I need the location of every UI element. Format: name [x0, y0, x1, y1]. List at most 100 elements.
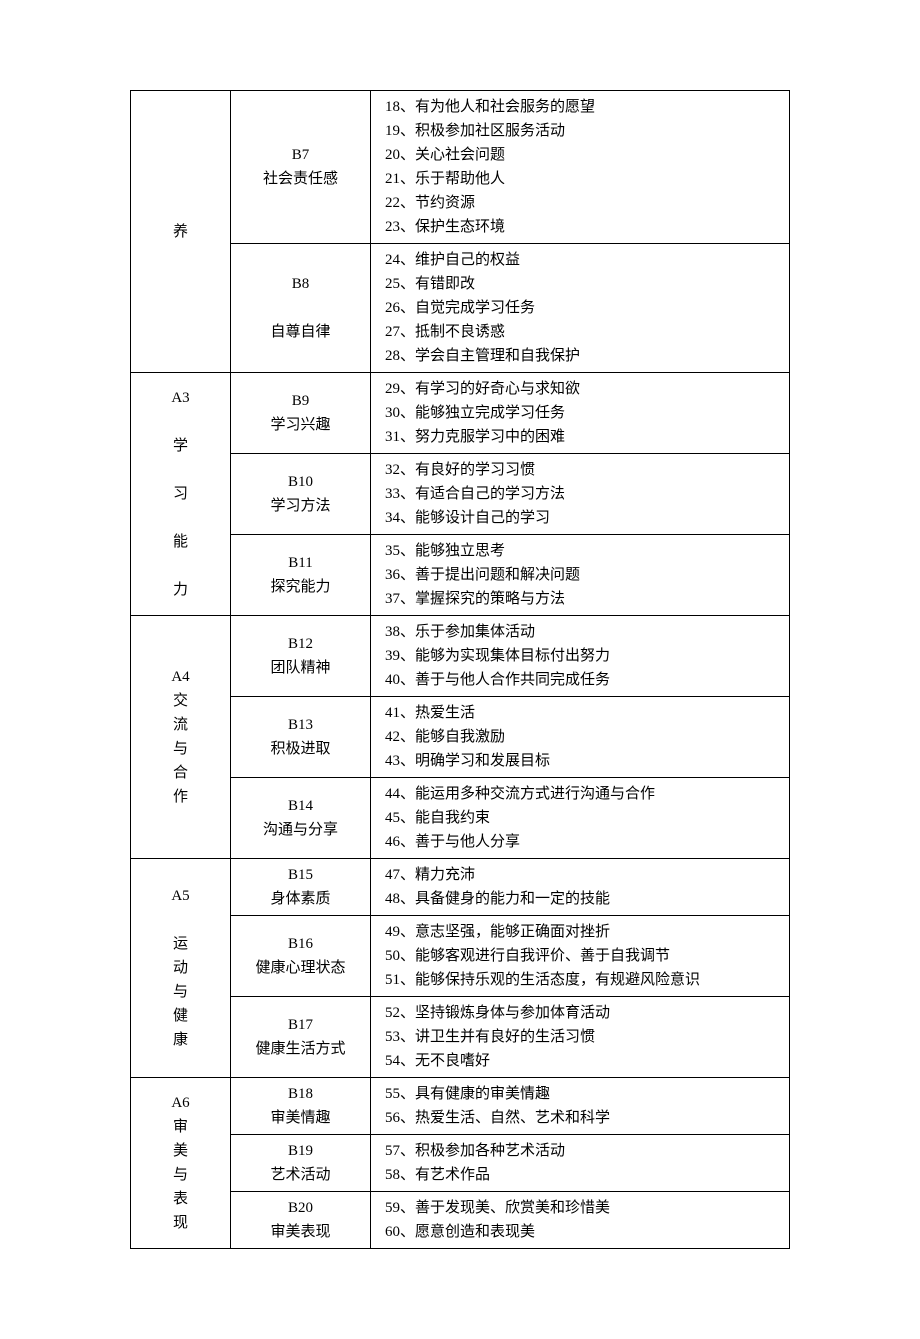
table-c-item: 29、有学习的好奇心与求知欲	[385, 377, 781, 401]
table-c-item: 30、能够独立完成学习任务	[385, 401, 781, 425]
col-c-list: 18、有为他人和社会服务的愿望19、积极参加社区服务活动20、关心社会问题21、…	[385, 95, 781, 239]
col-a-cell: A6审美与表现	[131, 1078, 231, 1249]
table-c-item: 21、乐于帮助他人	[385, 167, 781, 191]
col-c-cell: 55、具有健康的审美情趣56、热爱生活、自然、艺术和科学	[371, 1078, 790, 1135]
col-a-cell: A3 学 习 能 力	[131, 373, 231, 616]
table-c-item: 56、热爱生活、自然、艺术和科学	[385, 1106, 781, 1130]
table-c-item: 60、愿意创造和表现美	[385, 1220, 781, 1244]
col-b-cell: B9学习兴趣	[231, 373, 371, 454]
table-c-item: 46、善于与他人分享	[385, 830, 781, 854]
col-c-cell: 35、能够独立思考36、善于提出问题和解决问题37、掌握探究的策略与方法	[371, 535, 790, 616]
col-c-cell: 41、热爱生活42、能够自我激励43、明确学习和发展目标	[371, 697, 790, 778]
table-c-item: 22、节约资源	[385, 191, 781, 215]
table-c-item: 35、能够独立思考	[385, 539, 781, 563]
col-c-cell: 32、有良好的学习习惯33、有适合自己的学习方法34、能够设计自己的学习	[371, 454, 790, 535]
table-c-item: 20、关心社会问题	[385, 143, 781, 167]
col-c-list: 32、有良好的学习习惯33、有适合自己的学习方法34、能够设计自己的学习	[385, 458, 781, 530]
table-c-item: 19、积极参加社区服务活动	[385, 119, 781, 143]
col-b-label: B17健康生活方式	[239, 1013, 362, 1061]
table-c-item: 51、能够保持乐观的生活态度，有规避风险意识	[385, 968, 781, 992]
col-b-label: B7社会责任感	[239, 143, 362, 191]
col-c-cell: 44、能运用多种交流方式进行沟通与合作45、能自我约束46、善于与他人分享	[371, 778, 790, 859]
table-c-item: 44、能运用多种交流方式进行沟通与合作	[385, 782, 781, 806]
col-c-list: 49、意志坚强，能够正确面对挫折50、能够客观进行自我评价、善于自我调节51、能…	[385, 920, 781, 992]
col-b-cell: B13积极进取	[231, 697, 371, 778]
col-b-label: B13积极进取	[239, 713, 362, 761]
col-c-list: 52、坚持锻炼身体与参加体育活动53、讲卫生并有良好的生活习惯54、无不良嗜好	[385, 1001, 781, 1073]
col-b-cell: B12团队精神	[231, 616, 371, 697]
table-c-item: 36、善于提出问题和解决问题	[385, 563, 781, 587]
table-c-item: 38、乐于参加集体活动	[385, 620, 781, 644]
col-b-cell: B10学习方法	[231, 454, 371, 535]
col-b-cell: B8 自尊自律	[231, 244, 371, 373]
table-c-item: 50、能够客观进行自我评价、善于自我调节	[385, 944, 781, 968]
col-b-cell: B17健康生活方式	[231, 997, 371, 1078]
table-c-item: 55、具有健康的审美情趣	[385, 1082, 781, 1106]
table-body: 养B7社会责任感 18、有为他人和社会服务的愿望19、积极参加社区服务活动20、关…	[131, 91, 790, 1249]
table-row: 养B7社会责任感18、有为他人和社会服务的愿望19、积极参加社区服务活动20、关…	[131, 91, 790, 244]
col-c-list: 47、精力充沛48、具备健身的能力和一定的技能	[385, 863, 781, 911]
col-b-cell: B15身体素质	[231, 859, 371, 916]
table-c-item: 52、坚持锻炼身体与参加体育活动	[385, 1001, 781, 1025]
col-c-cell: 29、有学习的好奇心与求知欲30、能够独立完成学习任务31、努力克服学习中的困难	[371, 373, 790, 454]
table-c-item: 27、抵制不良诱惑	[385, 320, 781, 344]
table-c-item: 25、有错即改	[385, 272, 781, 296]
col-b-label: B19艺术活动	[239, 1139, 362, 1187]
col-b-label: B15身体素质	[239, 863, 362, 911]
table-c-item: 58、有艺术作品	[385, 1163, 781, 1187]
table-c-item: 42、能够自我激励	[385, 725, 781, 749]
col-c-cell: 59、善于发现美、欣赏美和珍惜美60、愿意创造和表现美	[371, 1192, 790, 1249]
table-c-item: 28、学会自主管理和自我保护	[385, 344, 781, 368]
table-c-item: 40、善于与他人合作共同完成任务	[385, 668, 781, 692]
table-c-item: 39、能够为实现集体目标付出努力	[385, 644, 781, 668]
col-b-cell: B19艺术活动	[231, 1135, 371, 1192]
col-a-cell: 养	[131, 91, 231, 373]
col-c-list: 44、能运用多种交流方式进行沟通与合作45、能自我约束46、善于与他人分享	[385, 782, 781, 854]
table-c-item: 24、维护自己的权益	[385, 248, 781, 272]
col-c-cell: 57、积极参加各种艺术活动58、有艺术作品	[371, 1135, 790, 1192]
col-a-label: A6审美与表现	[139, 1091, 222, 1235]
col-b-cell: B14沟通与分享	[231, 778, 371, 859]
table-row: A5 运动与健康B15身体素质47、精力充沛48、具备健身的能力和一定的技能	[131, 859, 790, 916]
evaluation-table: 养B7社会责任感 18、有为他人和社会服务的愿望19、积极参加社区服务活动20、关…	[130, 90, 790, 1249]
col-b-label: B10学习方法	[239, 470, 362, 518]
col-b-cell: B7社会责任感	[231, 91, 371, 244]
table-c-item: 34、能够设计自己的学习	[385, 506, 781, 530]
col-c-cell: 49、意志坚强，能够正确面对挫折50、能够客观进行自我评价、善于自我调节51、能…	[371, 916, 790, 997]
col-c-cell: 38、乐于参加集体活动39、能够为实现集体目标付出努力40、善于与他人合作共同完…	[371, 616, 790, 697]
col-b-label: B11探究能力	[239, 551, 362, 599]
table-c-item: 54、无不良嗜好	[385, 1049, 781, 1073]
col-c-list: 24、维护自己的权益25、有错即改26、自觉完成学习任务27、抵制不良诱惑28、…	[385, 248, 781, 368]
col-b-cell: B11探究能力	[231, 535, 371, 616]
table-c-item: 57、积极参加各种艺术活动	[385, 1139, 781, 1163]
col-c-cell: 52、坚持锻炼身体与参加体育活动53、讲卫生并有良好的生活习惯54、无不良嗜好	[371, 997, 790, 1078]
col-a-cell: A4交流与合作	[131, 616, 231, 859]
col-b-cell: B16健康心理状态	[231, 916, 371, 997]
col-c-list: 29、有学习的好奇心与求知欲30、能够独立完成学习任务31、努力克服学习中的困难	[385, 377, 781, 449]
table-c-item: 23、保护生态环境	[385, 215, 781, 239]
table-c-item: 33、有适合自己的学习方法	[385, 482, 781, 506]
col-a-cell: A5 运动与健康	[131, 859, 231, 1078]
col-b-label: B14沟通与分享	[239, 794, 362, 842]
col-c-list: 57、积极参加各种艺术活动58、有艺术作品	[385, 1139, 781, 1187]
col-c-cell: 18、有为他人和社会服务的愿望19、积极参加社区服务活动20、关心社会问题21、…	[371, 91, 790, 244]
table-c-item: 37、掌握探究的策略与方法	[385, 587, 781, 611]
col-b-label: B18审美情趣	[239, 1082, 362, 1130]
col-c-list: 55、具有健康的审美情趣56、热爱生活、自然、艺术和科学	[385, 1082, 781, 1130]
table-row: A4交流与合作B12团队精神38、乐于参加集体活动39、能够为实现集体目标付出努…	[131, 616, 790, 697]
col-c-list: 59、善于发现美、欣赏美和珍惜美60、愿意创造和表现美	[385, 1196, 781, 1244]
table-c-item: 49、意志坚强，能够正确面对挫折	[385, 920, 781, 944]
table-row: A3 学 习 能 力B9学习兴趣29、有学习的好奇心与求知欲30、能够独立完成学…	[131, 373, 790, 454]
table-c-item: 31、努力克服学习中的困难	[385, 425, 781, 449]
table-c-item: 26、自觉完成学习任务	[385, 296, 781, 320]
col-c-list: 35、能够独立思考36、善于提出问题和解决问题37、掌握探究的策略与方法	[385, 539, 781, 611]
table-c-item: 32、有良好的学习习惯	[385, 458, 781, 482]
table-c-item: 48、具备健身的能力和一定的技能	[385, 887, 781, 911]
col-a-label: A4交流与合作	[139, 665, 222, 809]
col-c-list: 41、热爱生活42、能够自我激励43、明确学习和发展目标	[385, 701, 781, 773]
table-c-item: 53、讲卫生并有良好的生活习惯	[385, 1025, 781, 1049]
col-b-label: B16健康心理状态	[239, 932, 362, 980]
col-c-list: 38、乐于参加集体活动39、能够为实现集体目标付出努力40、善于与他人合作共同完…	[385, 620, 781, 692]
table-c-item: 18、有为他人和社会服务的愿望	[385, 95, 781, 119]
col-c-cell: 47、精力充沛48、具备健身的能力和一定的技能	[371, 859, 790, 916]
